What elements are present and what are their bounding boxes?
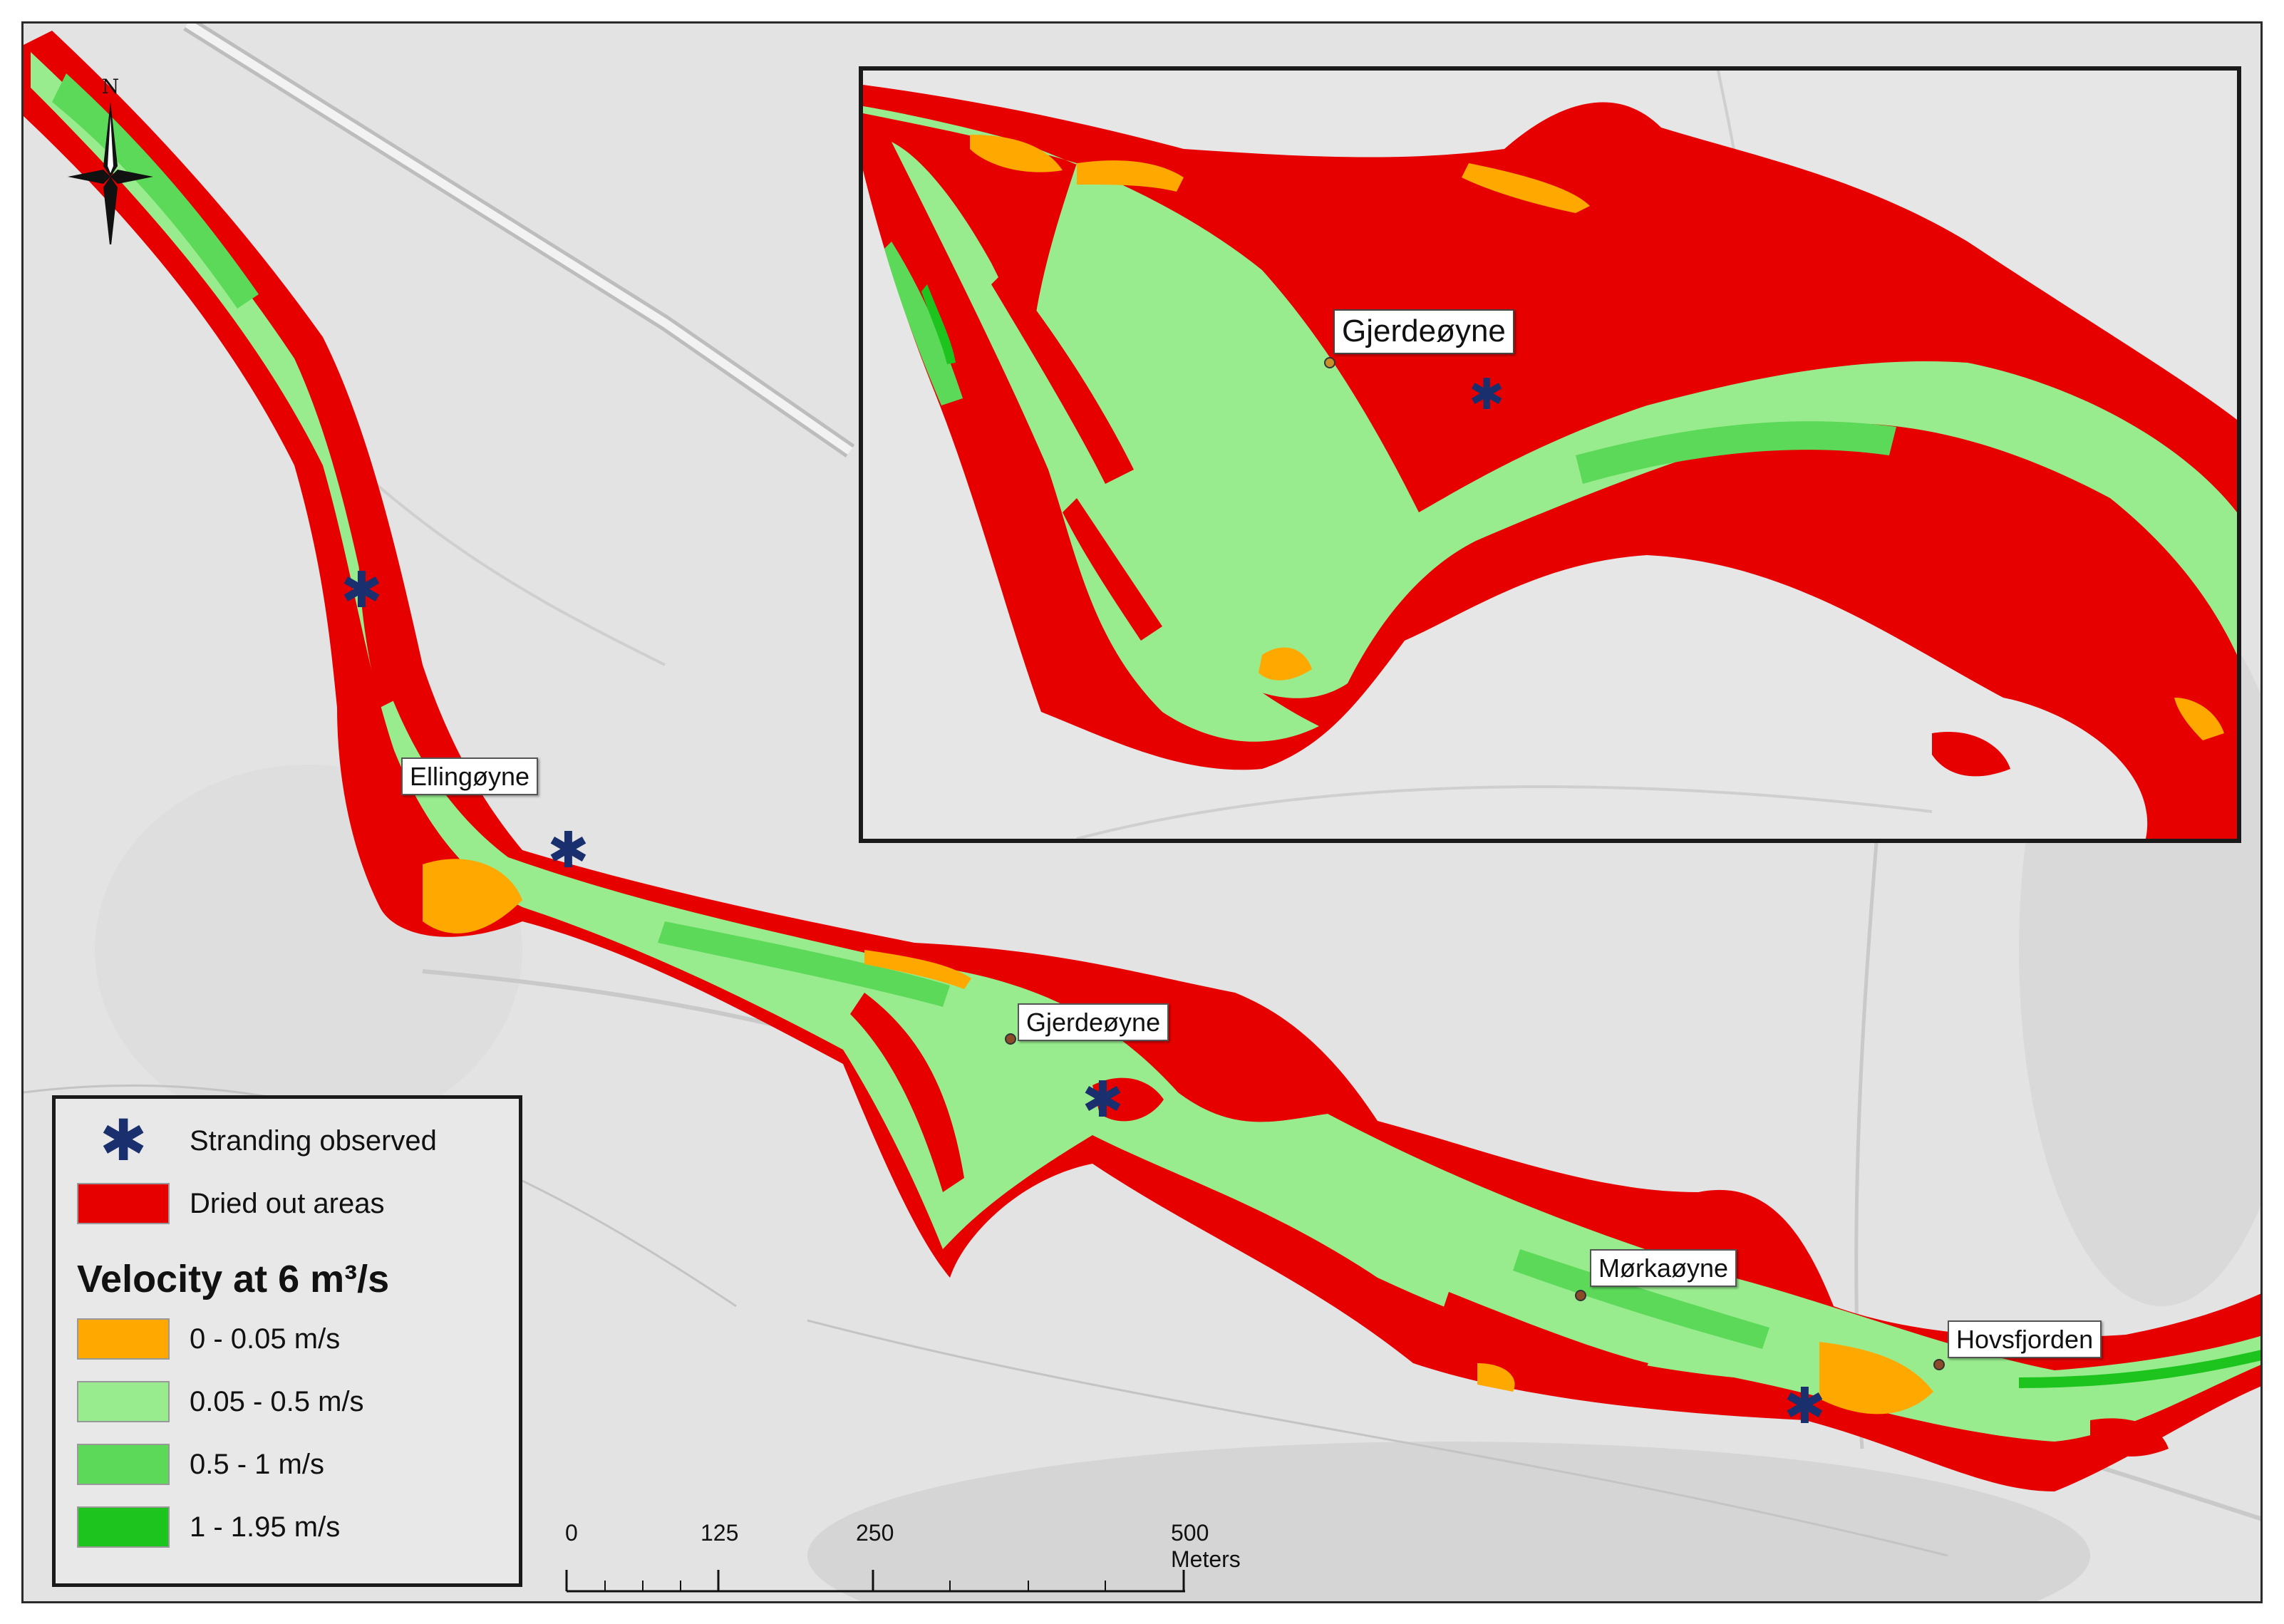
legend-class-label: 0.5 - 1 m/s [190,1448,324,1480]
ellingoyne-label: Ellingøyne [401,757,539,796]
north-label: N [102,75,120,98]
inset-stranding-marker: ✱ [1469,371,1505,418]
inset-velocity-0.5-1 [1576,421,1896,484]
dried-out-area [358,537,408,708]
class-swatch-2 [77,1444,170,1485]
velocity-0-0.05 [423,859,522,933]
velocity-0-0.05 [1819,1342,1933,1414]
inset-map: ✱ Gjerdeøyne [859,66,2241,843]
dried-out-area [1092,1077,1164,1122]
inset-gjerdeoyne-point [1324,357,1335,368]
legend-class-label: 0.05 - 0.5 m/s [190,1385,364,1417]
scale-tick-label: 500 Meters [1171,1520,1241,1572]
north-arrow-icon: N [68,75,153,244]
velocity-0.5-1 [52,73,259,309]
inset-velocity-1-1.95 [921,284,956,364]
gjerdeoyne-point [1005,1033,1016,1045]
inset-velocity-0-0.05 [970,135,1063,172]
dried-out-area [2090,1418,2169,1457]
inset-velocity-0-0.05 [1462,163,1590,213]
morkaoyne-label: Mørkaøyne [1590,1249,1737,1288]
velocity-0-0.05 [1477,1363,1515,1392]
velocity-0.5-1 [658,921,950,1007]
stranding-marker: ✱ [341,562,383,618]
dried-out-area [1442,1292,1648,1377]
scale-tick-label: 0 [565,1520,578,1546]
stranding-marker: ✱ [1082,1072,1124,1127]
scale-bar-graphic [565,1570,1185,1593]
legend-dried-row: Dried out areas [77,1183,384,1224]
velocity-0-0.05 [864,950,971,989]
legend-velocity-title: Velocity at 6 m³/s [77,1258,390,1300]
legend: ✱ Stranding observed Dried out areas Vel… [52,1095,522,1587]
inset-velocity-0-0.05 [1259,647,1312,681]
inset-velocity-0.5-1 [884,242,963,405]
scale-tick-label: 250 [856,1520,894,1546]
legend-class-label: 1 - 1.95 m/s [190,1511,341,1543]
inset-dried-out-area [991,270,1134,484]
stranding-marker: ✱ [547,822,589,878]
inset-velocity-0-0.05 [1077,160,1184,192]
stranding-marker: ✱ [1784,1378,1826,1434]
inset-river-map [863,71,2237,839]
gjerdeoyne-label: Gjerdeøyne [1018,1003,1169,1042]
legend-stranding-label: Stranding observed [190,1124,437,1157]
road [185,24,853,455]
stranding-star-icon: ✱ [99,1109,148,1172]
legend-class-row: 0.05 - 0.5 m/s [77,1381,364,1422]
legend-class-row: 0.5 - 1 m/s [77,1444,324,1485]
velocity-1-1.95 [2019,1350,2260,1388]
inset-gjerdeoyne-label: Gjerdeøyne [1333,309,1514,354]
legend-dried-label: Dried out areas [190,1187,385,1219]
class-swatch-1 [77,1381,170,1422]
class-swatch-0 [77,1318,170,1360]
legend-class-row: 1 - 1.95 m/s [77,1506,340,1548]
inset-dried-out-area [1063,498,1162,641]
scale-tick-label: 125 [701,1520,739,1546]
scale-bar: 0 125 250 500 Meters [565,1520,1241,1598]
dried-out-area [850,993,964,1192]
hillshade [807,1442,2090,1601]
hovsfjorden-label: Hovsfjorden [1948,1320,2102,1359]
contour [807,1319,1948,1557]
class-swatch-3 [77,1506,170,1548]
legend-stranding-row: ✱ Stranding observed [77,1109,437,1172]
morkaoyne-point [1575,1290,1586,1301]
velocity-0.5-1 [1513,1249,1769,1349]
legend-class-label: 0 - 0.05 m/s [190,1323,341,1355]
map-frame: ✱ ✱ ✱ ✱ Ellingøyne Gjerdeøyne Mørkaøyne … [21,21,2263,1603]
legend-class-row: 0 - 0.05 m/s [77,1318,340,1360]
inset-velocity-0.05-0.5 [863,106,2237,698]
inset-dried-out-area [1932,732,2010,777]
hovsfjorden-point [1933,1359,1945,1370]
inset-velocity-0-0.05 [2174,698,2224,740]
dried-swatch [77,1183,170,1224]
